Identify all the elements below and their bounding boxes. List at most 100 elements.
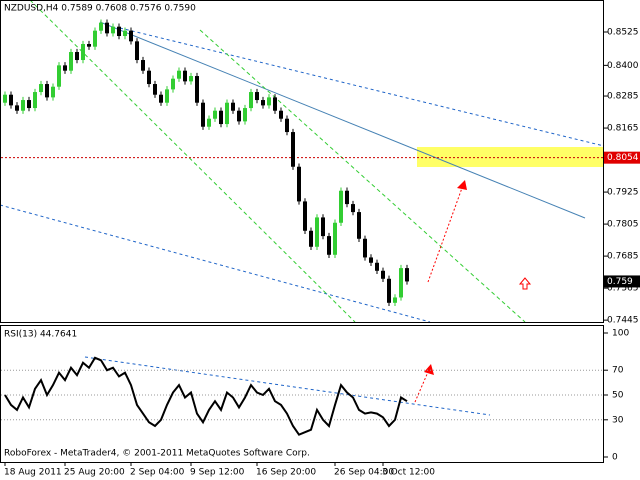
x-tick-label: 25 Aug 20:00 (64, 468, 125, 478)
rsi-line (4, 356, 408, 436)
rsi-tick-label: 70 (612, 366, 624, 376)
y-tick-label: 0.7805 (607, 220, 639, 230)
candle-body (183, 70, 187, 82)
candle-body (159, 94, 163, 103)
target-zone (417, 147, 604, 167)
rsi-tick-label: 0 (612, 453, 618, 463)
candle-body (63, 65, 67, 71)
candle-body (303, 201, 307, 231)
candle-body (135, 41, 139, 61)
candle-body (267, 97, 271, 106)
candle-body (207, 118, 211, 127)
price-label-box (604, 275, 640, 288)
candle-body (369, 257, 373, 263)
candle-body (129, 30, 133, 42)
candle-body (399, 268, 403, 298)
rsi-trend-line (84, 356, 491, 416)
candle-body (27, 100, 31, 109)
y-tick-label: 0.8525 (607, 28, 639, 38)
candle-body (279, 110, 283, 119)
candle-body (381, 270, 385, 279)
y-tick-label: 0.8400 (607, 61, 639, 71)
candle-body (327, 236, 331, 255)
candle-body (309, 230, 313, 247)
channel-line (29, 0, 356, 323)
chart-title: NZDUSD,H4 0.7589 0.7608 0.7576 0.7590 (4, 4, 196, 14)
y-tick-label: 0.8165 (607, 124, 639, 134)
candle-body (273, 97, 277, 111)
candle-body (195, 76, 199, 103)
candle-body (213, 110, 217, 119)
candle-body (99, 22, 103, 31)
trend-lines (0, 0, 605, 416)
candle-body (285, 118, 289, 133)
x-tick-label: 2 Sep 04:00 (130, 468, 185, 478)
candle-body (111, 26, 115, 34)
level-label-box (604, 151, 640, 164)
y-tick-label: 0.8285 (607, 92, 639, 102)
y-tick-label: 0.7445 (607, 316, 639, 326)
trend-line (99, 21, 586, 219)
candle-body (333, 222, 337, 255)
candle-body (321, 217, 325, 237)
candle-body (261, 100, 265, 106)
candle-body (297, 166, 301, 202)
x-tick-label: 18 Aug 2011 (4, 468, 62, 478)
candle-body (387, 278, 391, 303)
x-tick-label: 3 Oct 12:00 (382, 468, 435, 478)
candle-body (177, 70, 181, 79)
y-tick-label: 0.7565 (607, 284, 639, 294)
candle-body (165, 89, 169, 103)
forecast-arrowhead (424, 364, 434, 375)
price-panel (0, 0, 604, 323)
candle-body (315, 217, 319, 247)
forecast-arrow (414, 371, 429, 403)
candle-body (147, 70, 151, 85)
candle-body (237, 110, 241, 122)
candle-body (339, 190, 343, 223)
candle-body (93, 30, 97, 47)
candle-body (291, 132, 295, 167)
x-tick-label: 16 Sep 20:00 (256, 468, 316, 478)
candle-body (39, 84, 43, 93)
candle-body (243, 108, 247, 122)
forecast-arrowhead (457, 180, 467, 190)
candle-body (21, 100, 25, 111)
candle-body (105, 22, 109, 34)
y-tick-label: 0.7685 (607, 252, 639, 262)
candle-body (3, 94, 7, 103)
rsi-panel (0, 325, 604, 463)
candle-body (117, 26, 121, 37)
level-label: 0.8054 (607, 153, 639, 163)
indicator-label: RSI(13) 44.7641 (4, 330, 77, 340)
candle-body (351, 204, 355, 213)
candle-body (345, 190, 349, 205)
x-tick-label: 9 Sep 12:00 (190, 468, 245, 478)
candle-body (405, 268, 409, 282)
candle-body (231, 102, 235, 111)
x-tick-label: 26 Sep 04:00 (334, 468, 394, 478)
candle-body (57, 65, 61, 87)
candle-body (141, 60, 145, 71)
y-tick-label: 0.7925 (607, 188, 639, 198)
candle-body (69, 52, 73, 71)
price-label: 0.759 (607, 277, 633, 287)
candle-body (225, 102, 229, 125)
candle-body (375, 262, 379, 271)
channel-line (119, 27, 605, 147)
candle-body (255, 92, 259, 101)
candle-body (153, 84, 157, 95)
candle-body (15, 105, 19, 111)
candle-body (219, 110, 223, 125)
rsi-tick-label: 50 (612, 391, 624, 401)
rsi-tick-label: 100 (612, 329, 629, 339)
up-icon (518, 277, 532, 290)
candle-body (9, 94, 13, 106)
forecast-arrow (427, 187, 463, 283)
candle-body (75, 52, 79, 61)
candle-body (363, 238, 367, 258)
candle-body (81, 44, 85, 61)
candle-body (393, 297, 397, 303)
footer: RoboForex - MetaTrader4, © 2001-2011 Met… (4, 449, 310, 459)
